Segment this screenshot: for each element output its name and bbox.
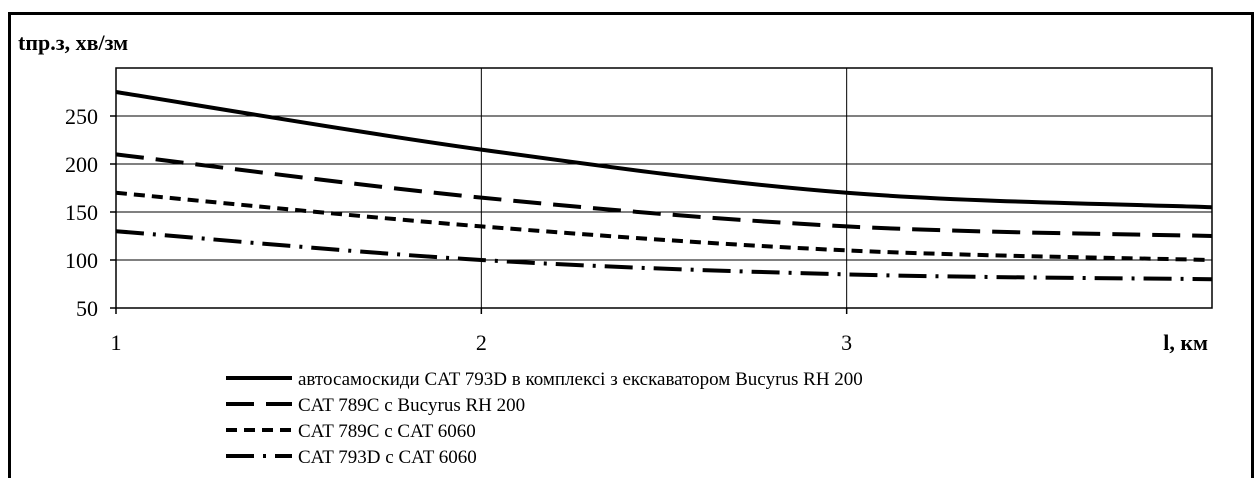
series-lines <box>115 90 1213 282</box>
legend: автосамоскиди CAT 793D в комплексі з екс… <box>226 369 863 468</box>
axis-ticks: 50 100 150 200 250 1 2 3 <box>65 104 852 355</box>
y-tick-label: 100 <box>65 248 98 273</box>
series-line-3 <box>115 190 1213 262</box>
chart-frame <box>8 12 1254 478</box>
x-tick-label: 1 <box>111 330 122 355</box>
y-tick-label: 200 <box>65 152 98 177</box>
series-line-4 <box>115 229 1213 282</box>
plot-area <box>115 67 1213 309</box>
series-line-2 <box>115 152 1213 238</box>
x-tick-label: 3 <box>841 330 852 355</box>
y-tick-label: 250 <box>65 104 98 129</box>
legend-label-4: CAT 793D с CAT 6060 <box>298 447 477 468</box>
x-axis-label: l, км <box>1163 330 1208 355</box>
x-tick-label: 2 <box>476 330 487 355</box>
legend-label-2: CAT 789C с Bucyrus RH 200 <box>298 395 525 416</box>
legend-label-1: автосамоскиди CAT 793D в комплексі з екс… <box>298 369 863 390</box>
y-tick-label: 50 <box>76 296 98 321</box>
legend-label-3: CAT 789C с CAT 6060 <box>298 421 476 442</box>
series-line-1 <box>115 90 1213 210</box>
y-axis-label: tпр.з, хв/зм <box>18 30 128 55</box>
grid-lines <box>116 68 1212 308</box>
y-tick-label: 150 <box>65 200 98 225</box>
